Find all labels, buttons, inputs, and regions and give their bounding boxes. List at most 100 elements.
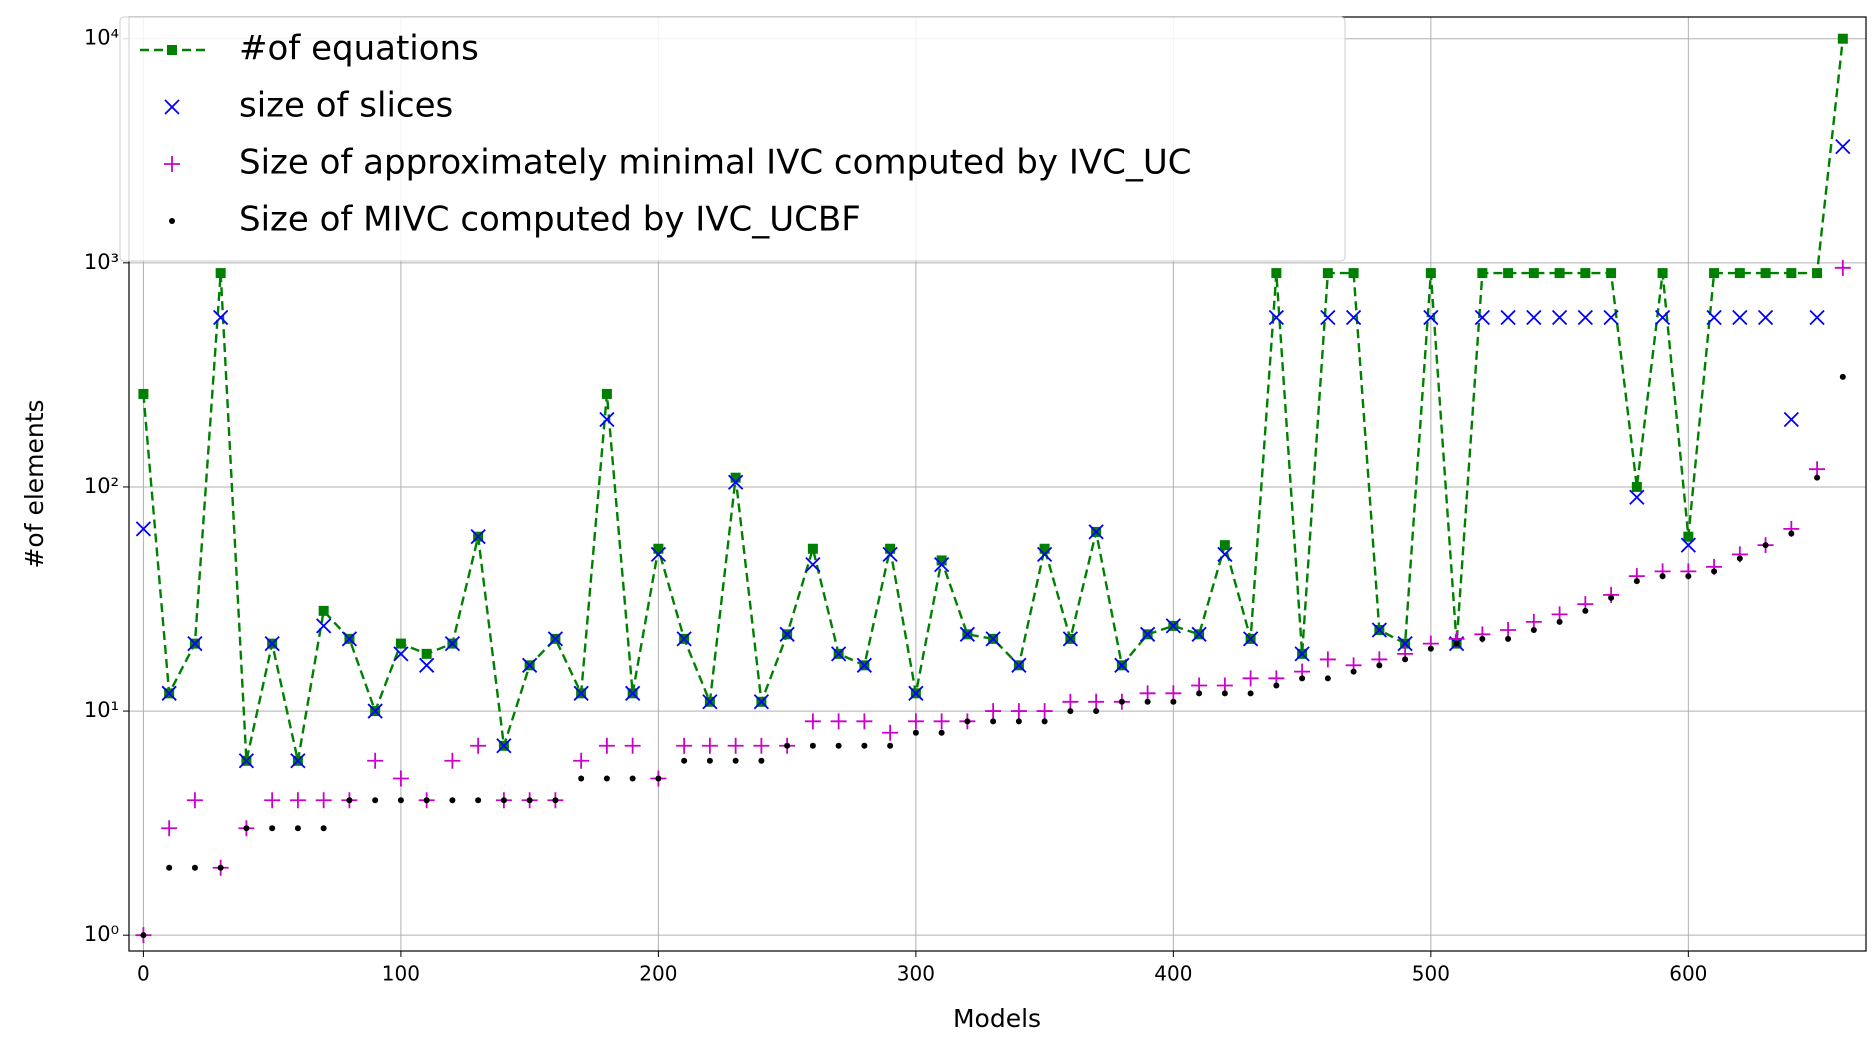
marker-dot	[500, 797, 507, 804]
marker-x	[1217, 546, 1233, 563]
marker-square	[1657, 268, 1668, 279]
marker-dot	[169, 218, 175, 224]
marker-x	[1603, 309, 1619, 326]
marker-square	[318, 605, 329, 616]
marker-x	[1809, 309, 1825, 326]
marker-dot	[1608, 594, 1615, 601]
marker-dot	[835, 742, 842, 749]
marker-x	[1835, 138, 1851, 155]
marker-dot	[1633, 578, 1640, 585]
marker-dot	[372, 797, 379, 804]
marker-x	[1088, 524, 1104, 540]
marker-dot	[423, 797, 430, 804]
marker-x	[830, 646, 847, 662]
marker-x	[1706, 309, 1722, 326]
marker-dot	[1659, 573, 1666, 580]
marker-x	[547, 631, 564, 647]
marker-plus	[856, 713, 873, 730]
marker-x	[444, 635, 461, 652]
marker-x	[1654, 309, 1671, 326]
marker-plus	[1809, 461, 1826, 478]
marker-square	[885, 543, 896, 554]
marker-x	[161, 685, 177, 701]
marker-x	[650, 546, 667, 563]
marker-dot	[655, 775, 662, 782]
marker-square	[1734, 268, 1745, 279]
marker-square	[1760, 268, 1771, 279]
marker-x	[599, 411, 615, 428]
marker-square	[167, 45, 177, 55]
marker-x	[1474, 309, 1490, 326]
marker-square	[1322, 268, 1333, 279]
marker-dot	[990, 718, 997, 725]
marker-x	[1371, 622, 1387, 638]
marker-x	[779, 626, 795, 642]
marker-plus	[161, 820, 178, 837]
marker-plus	[1165, 685, 1182, 702]
x-tick-label: 400	[1154, 962, 1192, 986]
marker-plus	[1036, 703, 1053, 720]
marker-dot	[1350, 668, 1357, 675]
marker-square	[1554, 268, 1565, 279]
marker-square	[1631, 481, 1642, 492]
marker-plus	[164, 156, 180, 172]
marker-dot	[1556, 618, 1563, 625]
marker-x	[959, 626, 976, 642]
marker-plus	[1062, 693, 1079, 710]
marker-plus	[392, 770, 409, 787]
marker-dot	[552, 797, 559, 804]
marker-x	[1757, 309, 1774, 326]
marker-plus	[289, 792, 306, 809]
marker-square	[1425, 268, 1436, 279]
marker-x	[393, 646, 409, 662]
marker-x	[1551, 309, 1568, 326]
marker-dot	[1376, 662, 1383, 669]
marker-dot	[1788, 530, 1795, 537]
x-tick-label: 200	[639, 962, 677, 986]
marker-dot	[1453, 640, 1460, 647]
marker-plus	[985, 703, 1002, 720]
marker-x	[367, 703, 383, 719]
marker-x	[1294, 646, 1310, 662]
x-tick-label: 0	[137, 962, 150, 986]
marker-plus	[804, 713, 821, 730]
marker-dot	[1402, 656, 1409, 663]
marker-x	[187, 635, 203, 652]
marker-square	[1271, 268, 1282, 279]
marker-x	[1011, 657, 1027, 673]
marker-x	[753, 694, 770, 710]
marker-x	[1114, 657, 1130, 673]
marker-x	[1500, 309, 1516, 326]
marker-square	[395, 638, 406, 649]
marker-x	[1139, 626, 1156, 642]
marker-x	[1783, 411, 1799, 428]
marker-x	[522, 657, 538, 673]
marker-x	[419, 657, 435, 673]
marker-dot	[681, 757, 688, 764]
marker-dot	[1196, 690, 1203, 697]
marker-plus	[1139, 685, 1156, 702]
marker-x	[264, 635, 280, 652]
marker-plus	[676, 737, 693, 754]
marker-dot	[1505, 635, 1512, 642]
marker-square	[1219, 540, 1230, 551]
marker-plus	[753, 737, 770, 754]
marker-dot	[1711, 568, 1718, 575]
marker-dot	[1118, 698, 1125, 705]
marker-plus	[264, 792, 281, 809]
marker-plus	[933, 713, 950, 730]
marker-dot	[1762, 542, 1769, 549]
y-tick-label: 10¹	[84, 698, 119, 722]
marker-dot	[758, 757, 765, 764]
marker-x	[728, 474, 744, 490]
marker-square	[1503, 268, 1514, 279]
marker-dot	[1067, 708, 1074, 715]
marker-square	[1528, 268, 1539, 279]
x-tick-label: 600	[1669, 962, 1707, 986]
marker-x	[164, 99, 180, 115]
marker-plus	[1500, 621, 1517, 638]
marker-x	[496, 738, 512, 754]
marker-square	[1837, 33, 1848, 44]
marker-plus	[444, 752, 461, 769]
